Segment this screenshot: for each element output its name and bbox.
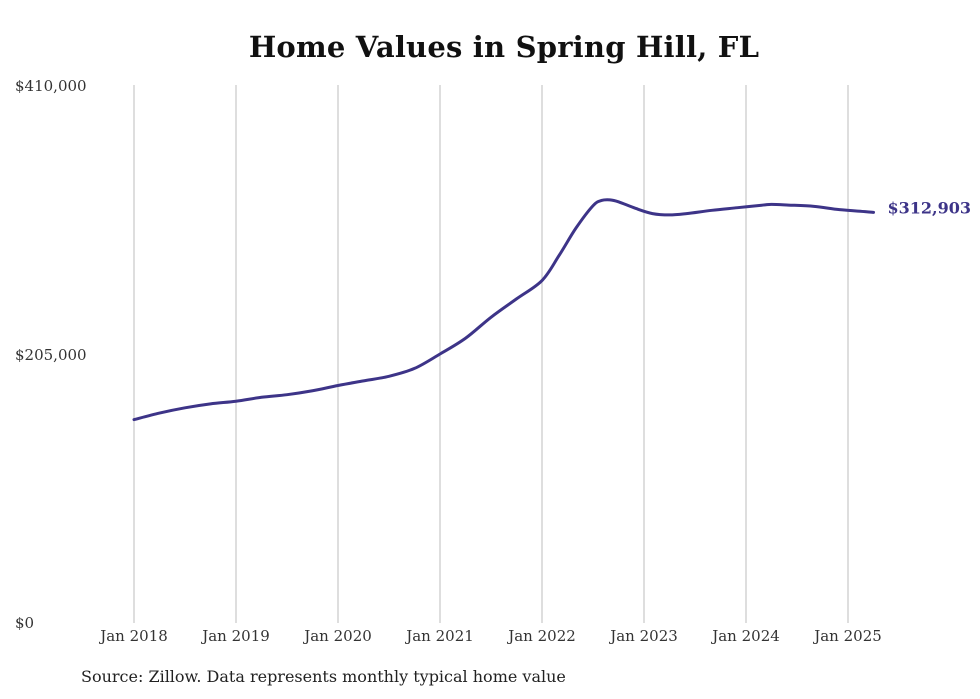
y-axis-labels: $0 $205,000 $410,000: [15, 77, 87, 632]
x-tick-label: Jan 2022: [506, 627, 576, 645]
x-tick-label: Jan 2024: [710, 627, 780, 645]
chart-title: Home Values in Spring Hill, FL: [248, 30, 760, 64]
y-tick-label: $410,000: [15, 77, 87, 95]
y-tick-label: $0: [15, 614, 34, 632]
x-axis-labels: Jan 2018 Jan 2019 Jan 2020 Jan 2021 Jan 2022…: [98, 627, 882, 645]
end-value-label: $312,903: [888, 198, 972, 217]
source-note: Source: Zillow. Data represents monthly …: [81, 667, 566, 686]
x-tick-label: Jan 2019: [200, 627, 270, 645]
series-line-home-value: [132, 198, 875, 422]
data-labels: $312,903: [888, 198, 972, 217]
gridlines: [133, 85, 849, 623]
x-tick-label: Jan 2021: [404, 627, 474, 645]
x-tick-label: Jan 2023: [608, 627, 678, 645]
x-tick-label: Jan 2020: [302, 627, 372, 645]
x-tick-label: Jan 2025: [812, 627, 882, 645]
series-layer: [132, 198, 875, 422]
y-tick-label: $205,000: [15, 346, 87, 364]
x-tick-label: Jan 2018: [98, 627, 168, 645]
